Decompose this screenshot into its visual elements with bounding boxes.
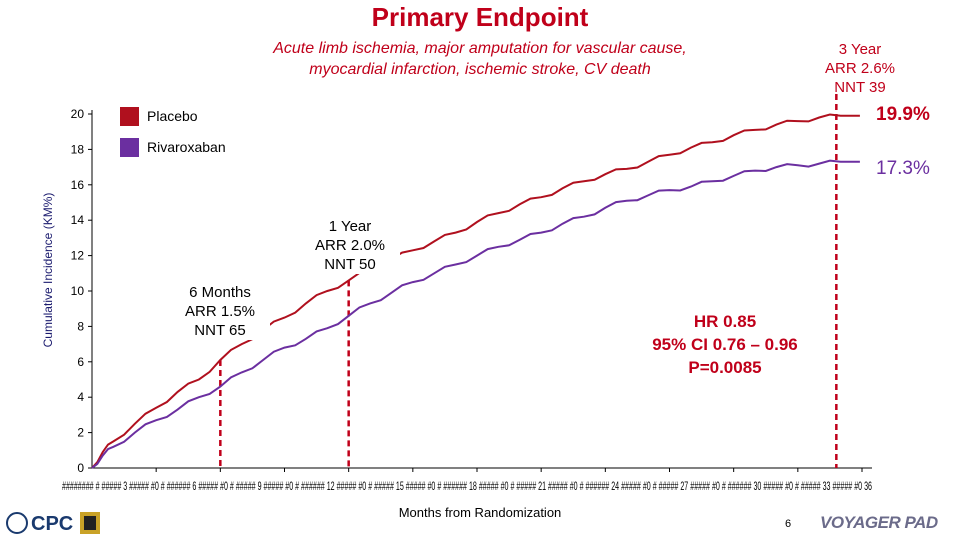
slide-title: Primary Endpoint <box>371 2 589 32</box>
y-tick-label: 0 <box>77 461 84 475</box>
y-tick-label: 12 <box>71 249 85 263</box>
placebo-end-label: 19.9% <box>876 104 930 125</box>
y-tick-label: 8 <box>77 319 84 333</box>
placebo-swatch <box>120 106 139 126</box>
one-year-label: 1 Year <box>328 218 372 235</box>
three-year-annotation: 3 Year ARR 2.6% NNT 39 <box>805 40 915 97</box>
y-tick-label: 6 <box>77 355 84 369</box>
six-month-arr: ARR 1.5% <box>184 303 256 320</box>
three-year-nnt: NNT 39 <box>834 79 886 96</box>
hazard-ratio: HR 0.85 <box>693 312 757 331</box>
y-tick-label: 4 <box>77 390 84 404</box>
three-year-label: 3 Year <box>838 41 882 58</box>
voyager-pad-logo: VOYAGER PAD <box>820 513 938 532</box>
three-year-arr: ARR 2.6% <box>824 60 896 77</box>
x-axis-label: Months from Randomization <box>398 505 562 520</box>
cpc-logo: CPC <box>4 508 104 543</box>
six-month-annotation: 6 Months ARR 1.5% NNT 65 <box>170 283 270 340</box>
y-tick-label: 2 <box>77 426 84 440</box>
page-number: 6 <box>785 518 792 530</box>
legend-item-placebo: Placebo <box>120 103 226 129</box>
y-tick-label: 10 <box>71 284 85 298</box>
legend: Placebo Rivaroxaban <box>120 103 226 165</box>
endpoint-definition: Acute limb ischemia, major amputation fo… <box>150 38 810 80</box>
one-year-arr: ARR 2.0% <box>314 237 386 254</box>
six-month-nnt: NNT 65 <box>194 322 246 339</box>
y-tick-label: 20 <box>71 107 85 121</box>
endpoint-definition-line-1: Acute limb ischemia, major amputation fo… <box>273 40 687 57</box>
legend-label-rivaroxaban: Rivaroxaban <box>147 139 226 155</box>
rivaroxaban-swatch <box>120 137 139 157</box>
y-tick-label: 14 <box>71 213 85 227</box>
endpoint-definition-line-2: myocardial infarction, ischemic stroke, … <box>309 61 651 78</box>
rivaroxaban-end-label: 17.3% <box>876 158 930 179</box>
one-year-nnt: NNT 50 <box>324 256 376 273</box>
hazard-ratio-box: HR 0.85 95% CI 0.76 – 0.96 P=0.0085 <box>625 310 825 379</box>
x-tick-labels: ######## # ##### 3 ##### #0 # ###### 6 #… <box>62 479 872 493</box>
legend-item-rivaroxaban: Rivaroxaban <box>120 134 226 160</box>
one-year-annotation: 1 Year ARR 2.0% NNT 50 <box>300 217 400 274</box>
legend-label-placebo: Placebo <box>147 108 198 124</box>
y-tick-label: 16 <box>71 178 85 192</box>
six-month-label: 6 Months <box>189 284 251 301</box>
cpc-logo-mark: CPC <box>6 512 100 535</box>
y-tick-label: 18 <box>71 142 85 156</box>
confidence-interval: 95% CI 0.76 – 0.96 <box>652 335 798 354</box>
series-rivaroxaban-line <box>91 159 860 469</box>
cpc-logo-text: CPC <box>31 513 73 535</box>
series-placebo-line <box>91 113 860 469</box>
y-axis-label: Cumulative Incidence (KM%) <box>41 192 55 348</box>
p-value: P=0.0085 <box>688 358 762 377</box>
